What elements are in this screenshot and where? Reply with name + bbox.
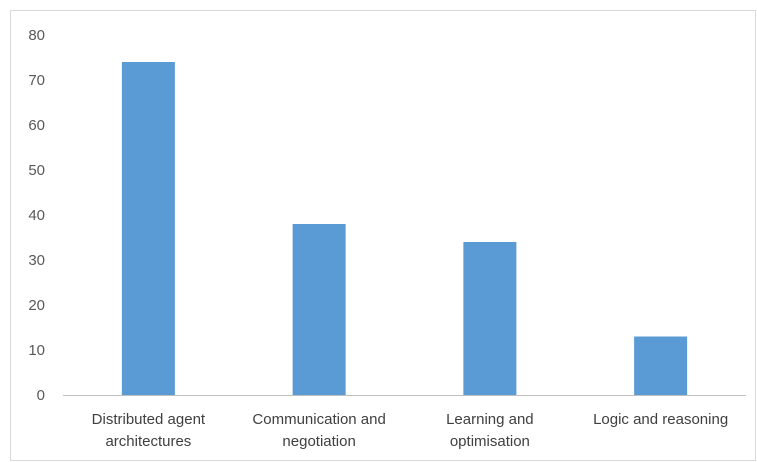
- bar: [634, 336, 688, 395]
- y-tick-label: 0: [37, 387, 45, 404]
- y-tick-label: 60: [28, 117, 45, 134]
- bar: [292, 224, 346, 395]
- x-category-label: Learning and: [446, 411, 534, 428]
- x-category-label: negotiation: [282, 433, 355, 450]
- x-category-label: Communication and: [252, 411, 385, 428]
- x-category-label: Logic and reasoning: [593, 411, 728, 428]
- y-tick-label: 40: [28, 207, 45, 224]
- y-tick-label: 80: [28, 27, 45, 44]
- bar: [463, 242, 517, 395]
- y-tick-label: 50: [28, 162, 45, 179]
- x-category-label: optimisation: [450, 433, 530, 450]
- x-category-label: architectures: [105, 433, 191, 450]
- y-tick-label: 70: [28, 72, 45, 89]
- y-tick-label: 30: [28, 252, 45, 269]
- y-axis-ticks: 0 10 20 30 40 50 60 70 80: [28, 27, 45, 404]
- x-category-label: Distributed agent: [92, 411, 206, 428]
- y-tick-label: 20: [28, 297, 45, 314]
- bar: [121, 62, 175, 395]
- y-tick-label: 10: [28, 342, 45, 359]
- x-axis-labels: Distributed agent architectures Communicat…: [92, 411, 729, 450]
- bars: [121, 62, 688, 395]
